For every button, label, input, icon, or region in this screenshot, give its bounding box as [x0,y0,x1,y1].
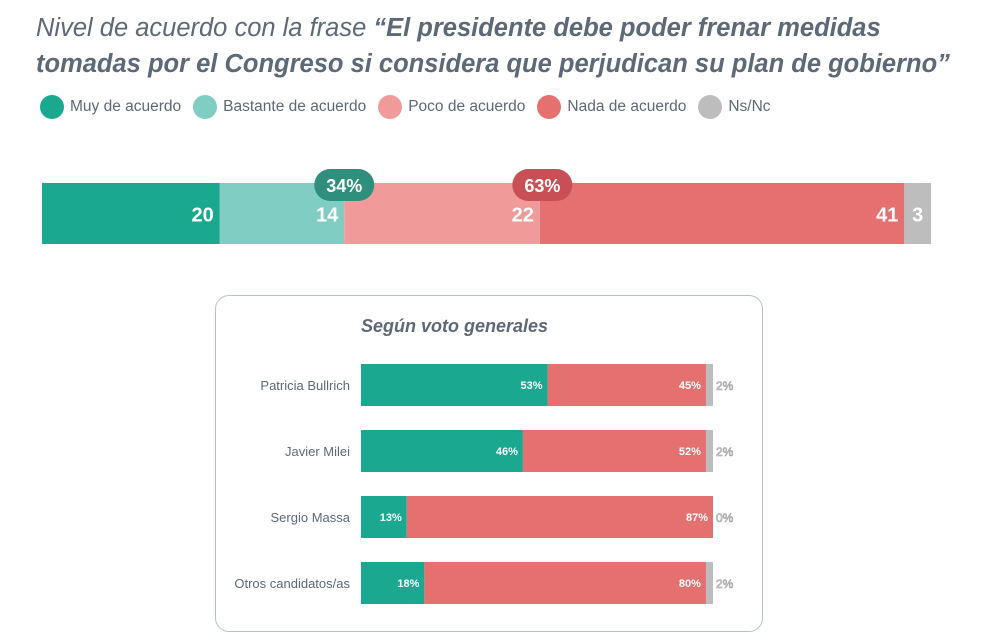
bar-segment-nada-de-acuerdo [539,183,905,244]
main-stacked-bar-chart: 20 14 22 41 3 34% 63% [42,169,931,244]
legend-item-muy: Muy de acuerdo [40,95,181,119]
title-prefix: Nivel de acuerdo con la frase [36,14,374,42]
bar-value-label-otros-candidatos-as-acuerdo: 18% [397,578,419,590]
legend-label-nada: Nada de acuerdo [567,98,687,115]
category-label-patricia-bullrich: Patricia Bullrich [260,378,350,393]
bar-value-label-nada-de-acuerdo: 41 [876,205,898,227]
candidate-panel: Según voto generales Patricia Bullrich 53… [215,295,763,632]
bar-segment-sergio-massa-acuerdo [361,496,407,538]
category-label-javier-milei: Javier Milei [285,444,350,459]
legend-item-poco: Poco de acuerdo [378,95,525,119]
agree-total-badge-label: 34% [326,176,362,196]
bar-value-label-bastante-de-acuerdo: 14 [316,205,339,227]
nsnc-value-label-javier-milei: 2% [716,445,734,459]
legend-swatch-poco [378,95,403,119]
bar-segment-otros-candidatos-as-acuerdo [361,562,425,604]
bar-segment-javier-milei-acuerdo [361,430,523,472]
bar-segment-sergio-massa-desacuerdo [406,496,713,538]
bar-value-label-patricia-bullrich-desacuerdo: 45% [679,380,701,392]
bar-value-label-sergio-massa-acuerdo: 13% [380,512,402,524]
disagree-total-badge [512,169,573,201]
bar-value-label-patricia-bullrich-acuerdo: 53% [521,380,543,392]
bar-segment-ns-nc [904,183,931,244]
nsnc-value-label-otros-candidatos-as: 2% [716,577,734,591]
agree-total-badge [314,169,375,201]
bar-segment-javier-milei-ns-nc [705,430,713,472]
legend-item-bastante: Bastante de acuerdo [193,95,366,119]
legend-swatch-nada [537,95,562,119]
legend-swatch-bastante [193,95,218,119]
nsnc-value-label-sergio-massa: 0% [716,511,734,525]
category-label-otros-candidatos-as: Otros candidatos/as [234,576,350,591]
nsnc-value-label-patricia-bullrich: 2% [716,379,734,393]
bar-value-label-muy-de-acuerdo: 20 [192,205,214,227]
category-label-sergio-massa: Sergio Massa [271,510,351,525]
bar-value-label-javier-milei-desacuerdo: 52% [679,446,701,458]
legend-item-nsnc: Ns/Nc [698,95,771,119]
candidate-stacked-bar-chart: Patricia Bullrich 53% 45% 2% Javier Milei 46%… [234,364,734,604]
bar-value-label-ns-nc: 3 [912,205,923,227]
bar-segment-otros-candidatos-as-desacuerdo [424,562,706,604]
bar-value-label-poco-de-acuerdo: 22 [512,205,534,227]
bar-segment-patricia-bullrich-ns-nc [705,364,713,406]
legend-item-nada: Nada de acuerdo [537,95,686,119]
bar-value-label-javier-milei-acuerdo: 46% [496,446,518,458]
legend-swatch-nsnc [698,95,723,119]
legend-label-nsnc: Ns/Nc [728,98,771,115]
chart-title: Nivel de acuerdo con la frase “El presid… [36,10,986,82]
legend-label-poco: Poco de acuerdo [408,98,526,115]
bar-segment-poco-de-acuerdo [344,183,540,244]
panel-title: Según voto generales [361,316,549,336]
bar-value-label-sergio-massa-desacuerdo: 87% [686,512,708,524]
legend-swatch-muy [40,95,64,119]
legend: Muy de acuerdo Bastante de acuerdo Poco … [40,95,783,119]
bar-segment-muy-de-acuerdo [42,183,220,244]
disagree-total-badge-label: 63% [524,176,560,196]
bar-segment-patricia-bullrich-acuerdo [361,364,548,406]
legend-label-bastante: Bastante de acuerdo [223,98,367,115]
bar-value-label-otros-candidatos-as-desacuerdo: 80% [679,578,701,590]
bar-segment-otros-candidatos-as-ns-nc [705,562,713,604]
bar-segment-patricia-bullrich-desacuerdo [547,364,706,406]
title-quote: “El presidente debe poder frenar medidas… [36,14,950,78]
bar-segment-javier-milei-desacuerdo [522,430,706,472]
legend-label-muy: Muy de acuerdo [70,98,182,115]
